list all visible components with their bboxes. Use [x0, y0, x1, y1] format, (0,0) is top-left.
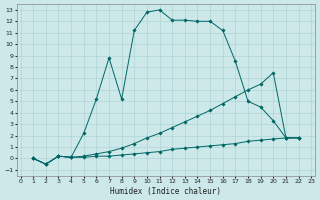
X-axis label: Humidex (Indice chaleur): Humidex (Indice chaleur) — [110, 187, 221, 196]
